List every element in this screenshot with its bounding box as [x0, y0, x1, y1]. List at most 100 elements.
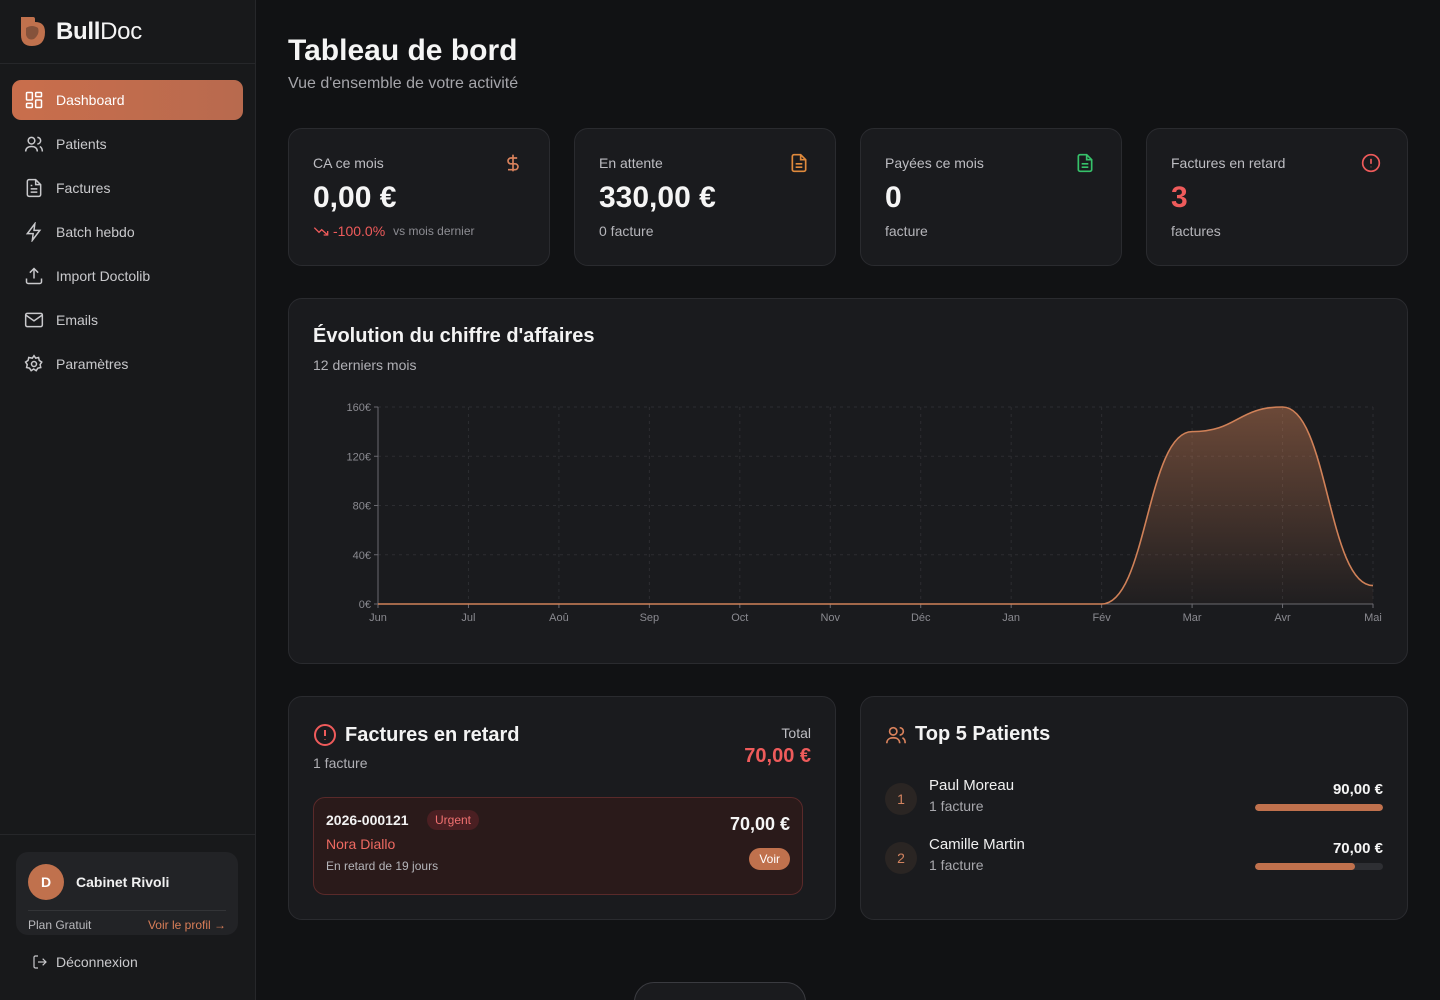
patient-share-fill — [1255, 804, 1383, 811]
brand-name: BullDoc — [56, 17, 142, 45]
mail-icon — [24, 312, 44, 328]
nav-item-import-doctolib[interactable]: Import Doctolib — [12, 256, 243, 296]
patient-name: Paul Moreau — [929, 777, 1015, 794]
invoice-number: 2026-000121 — [326, 812, 409, 828]
stat-label: CA ce mois — [313, 155, 384, 171]
invoice-late: En retard de 19 jours — [326, 859, 439, 873]
stat-trend: -100.0% vs mois dernier — [313, 223, 475, 239]
stat-label: Payées ce mois — [885, 155, 984, 171]
nav-item-label: Import Doctolib — [56, 268, 151, 284]
patient-rank: 2 — [885, 842, 917, 874]
invoice-patient[interactable]: Nora Diallo — [326, 836, 396, 852]
file-check-icon — [1077, 153, 1093, 173]
patient-share-fill — [1255, 863, 1355, 870]
profile-card[interactable]: D Cabinet Rivoli Plan Gratuit Voir le pr… — [16, 852, 238, 935]
total-value: 70,00 € — [744, 745, 811, 767]
top-patients-title: Top 5 Patients — [885, 723, 1050, 746]
nav-item-patients[interactable]: Patients — [12, 124, 243, 164]
x-tick-label: Aoû — [549, 612, 569, 624]
y-tick-label: 160€ — [347, 402, 371, 414]
view-profile-link[interactable]: Voir le profil → — [147, 918, 226, 932]
patient-row[interactable]: 1 Paul Moreau 1 facture 90,00 € — [885, 777, 1383, 825]
revenue-card: Évolution du chiffre d'affaires 12 derni… — [288, 298, 1408, 664]
dollar-icon — [507, 154, 519, 172]
page-title: Tableau de bord — [288, 34, 518, 67]
patient-rank: 1 — [885, 783, 917, 815]
x-tick-label: Jun — [369, 612, 387, 624]
stat-card-ca: CA ce mois 0,00 € -100.0% vs mois dernie… — [288, 128, 550, 266]
stat-sub: factures — [1171, 223, 1221, 239]
revenue-chart: 0€ 40€ 80€ 120€ 160€ Jun Jul Aoû Sep Oct Nov Déc Jan… — [347, 402, 1382, 624]
patient-row[interactable]: 2 Camille Martin 1 facture 70,00 € — [885, 836, 1383, 884]
alert-icon — [314, 724, 336, 746]
series-line — [378, 406, 1374, 605]
nav-item-label: Paramètres — [56, 356, 129, 372]
view-invoice-button[interactable]: Voir — [749, 848, 790, 870]
stat-card-payees: Payées ce mois 0 facture — [860, 128, 1122, 266]
x-tick-label: Nov — [820, 612, 840, 624]
sidebar: BullDoc Dashboard Patients Factures Batc… — [0, 0, 256, 1000]
patient-invoice-count: 1 facture — [929, 857, 984, 873]
stat-card-retard: Factures en retard 3 factures — [1146, 128, 1408, 266]
trend-note: vs mois dernier — [393, 224, 475, 238]
x-tick-label: Déc — [911, 612, 931, 624]
stat-value: 0 — [885, 181, 902, 214]
plan-label: Plan Gratuit — [28, 918, 92, 932]
page-subtitle: Vue d'ensemble de votre activité — [288, 75, 519, 92]
main-nav: Dashboard Patients Factures Batch hebdo … — [0, 64, 255, 384]
stat-value: 3 — [1171, 181, 1188, 214]
nav-item-label: Emails — [56, 312, 99, 328]
patient-share-bar — [1255, 863, 1383, 870]
x-tick-label: Fév — [1092, 612, 1111, 624]
revenue-subtitle: 12 derniers mois — [313, 357, 417, 373]
patient-amount: 90,00 € — [1332, 781, 1383, 798]
stat-sub: 0 facture — [599, 223, 654, 239]
stat-label: Factures en retard — [1171, 155, 1286, 171]
profile-name: Cabinet Rivoli — [76, 874, 170, 890]
bulldoc-logo-icon — [21, 16, 45, 46]
nav-item-factures[interactable]: Factures — [12, 168, 243, 208]
nav-item-parametres[interactable]: Paramètres — [12, 344, 243, 384]
y-tick-label: 120€ — [347, 451, 371, 463]
logout-button[interactable]: Déconnexion — [32, 954, 138, 970]
users-icon — [886, 726, 906, 743]
patient-invoice-count: 1 facture — [929, 798, 984, 814]
nav-item-batch-hebdo[interactable]: Batch hebdo — [12, 212, 243, 252]
floating-toolbar[interactable] — [634, 982, 806, 1000]
sidebar-divider — [0, 834, 255, 835]
users-icon — [24, 136, 44, 152]
alert-icon — [1361, 153, 1381, 173]
logout-label: Déconnexion — [56, 954, 138, 970]
brand[interactable]: BullDoc — [0, 0, 255, 64]
x-tick-label: Mar — [1183, 612, 1202, 624]
trend-value: -100.0% — [333, 223, 386, 239]
y-tick-label: 80€ — [353, 501, 371, 513]
x-tick-label: Avr — [1274, 612, 1291, 624]
stat-value: 0,00 € — [313, 181, 397, 214]
invoice-amount: 70,00 € — [729, 814, 790, 834]
overdue-invoice[interactable]: 2026-000121 Urgent 70,00 € Nora Diallo E… — [313, 797, 803, 895]
bolt-icon — [25, 222, 42, 242]
x-tick-label: Jan — [1002, 612, 1020, 624]
series-area — [378, 407, 1373, 604]
stat-label: En attente — [599, 155, 663, 171]
stat-sub: facture — [885, 223, 928, 239]
nav-item-emails[interactable]: Emails — [12, 300, 243, 340]
avatar: D — [28, 864, 64, 900]
nav-item-dashboard[interactable]: Dashboard — [12, 80, 243, 120]
overdue-title: Factures en retard — [313, 723, 520, 747]
y-tick-label: 0€ — [359, 599, 371, 611]
patient-amount: 70,00 € — [1332, 840, 1383, 857]
file-icon — [26, 178, 42, 198]
nav-item-label: Patients — [56, 136, 107, 152]
top-patients-card: Top 5 Patients 1 Paul Moreau 1 facture 9… — [860, 696, 1408, 920]
urgent-badge: Urgent — [427, 810, 480, 830]
total-label: Total — [781, 725, 811, 741]
nav-item-label: Factures — [56, 180, 111, 196]
revenue-title: Évolution du chiffre d'affaires — [313, 325, 595, 347]
upload-icon — [25, 267, 43, 285]
x-tick-label: Jul — [461, 612, 475, 624]
x-tick-label: Oct — [731, 612, 748, 624]
y-tick-label: 40€ — [353, 550, 371, 562]
patient-share-bar — [1255, 804, 1383, 811]
